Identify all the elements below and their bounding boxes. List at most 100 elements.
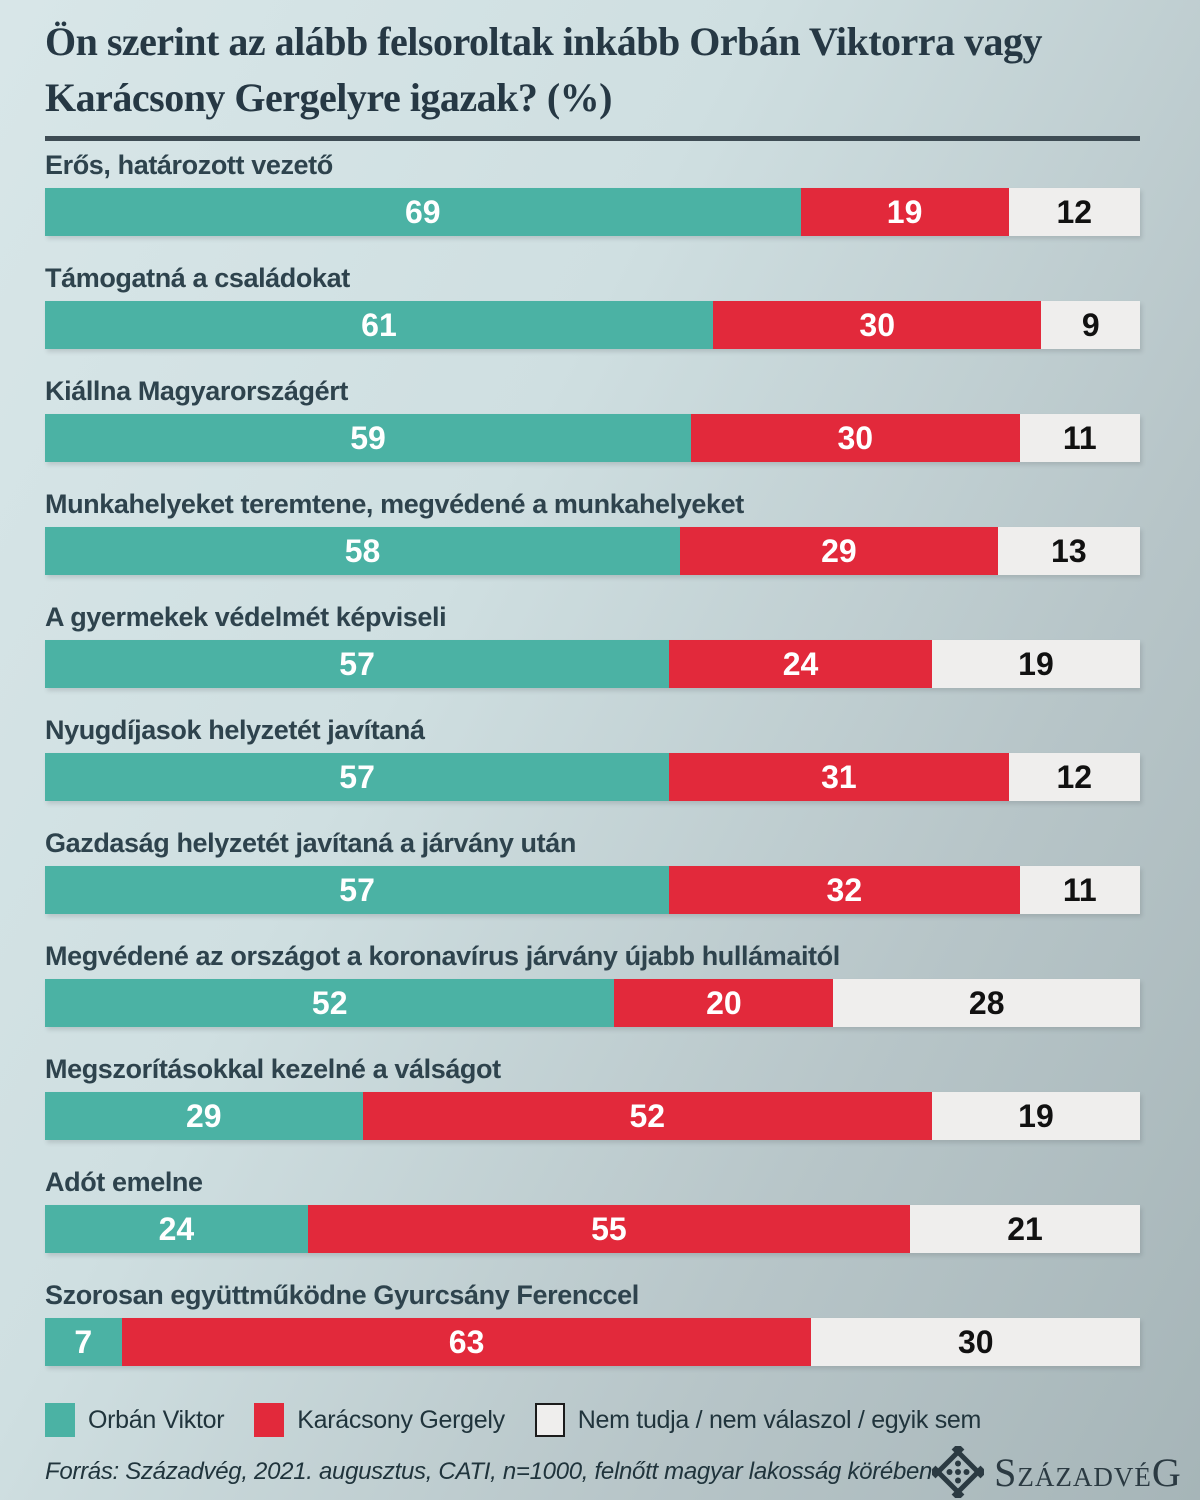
bar-segment-orban: 24 xyxy=(45,1205,308,1253)
category-label: A gyermekek védelmét képviseli xyxy=(45,602,447,632)
bar-segment-dontknow: 21 xyxy=(910,1205,1140,1253)
category-label: Gazdaság helyzetét javítaná a járvány ut… xyxy=(45,828,576,858)
stacked-bar: 69 19 12 xyxy=(45,188,1140,236)
bar-segment-dontknow: 12 xyxy=(1008,753,1140,801)
stacked-bar: 57 24 19 xyxy=(45,640,1140,688)
bar-segment-dontknow: 9 xyxy=(1041,301,1140,349)
legend-label-orban: Orbán Viktor xyxy=(88,1405,225,1434)
bar-segment-orban: 59 xyxy=(45,414,692,462)
segment-value: 57 xyxy=(339,758,375,795)
segment-value: 61 xyxy=(361,306,397,343)
segment-value: 9 xyxy=(1081,306,1100,343)
segment-value: 30 xyxy=(859,306,895,343)
bar-segment-karacsony: 29 xyxy=(680,527,998,575)
segment-value: 12 xyxy=(1056,758,1093,795)
bar-segment-orban: 69 xyxy=(45,188,801,236)
segment-value: 59 xyxy=(350,419,386,456)
legend-item-karacsony: Karácsony Gergely xyxy=(254,1403,505,1437)
segment-value: 32 xyxy=(826,871,863,908)
bar-row: Gazdaság helyzetét javítaná a járvány ut… xyxy=(45,825,1140,938)
stacked-bar: 29 52 19 xyxy=(45,1092,1140,1140)
bar-segment-dontknow: 28 xyxy=(833,979,1140,1027)
category-label: Szorosan együttműködne Gyurcsány Ferencc… xyxy=(45,1280,639,1310)
category-label: Támogatná a családokat xyxy=(45,263,350,293)
bar-segment-orban: 57 xyxy=(45,640,670,688)
segment-value: 24 xyxy=(782,645,819,682)
stacked-bar-chart: Erős, határozott vezető 69 19 12 Támogat… xyxy=(45,147,1140,1390)
bar-row: A gyermekek védelmét képviseli 57 24 19 xyxy=(45,599,1140,712)
bar-row: Támogatná a családokat 61 30 9 xyxy=(45,260,1140,373)
stacked-bar: 52 20 28 xyxy=(45,979,1140,1027)
bar-segment-orban: 57 xyxy=(45,753,670,801)
bar-segment-orban: 52 xyxy=(45,979,615,1027)
segment-value: 29 xyxy=(185,1097,222,1134)
segment-value: 7 xyxy=(74,1323,93,1360)
stacked-bar: 59 30 11 xyxy=(45,414,1140,462)
stacked-bar: 61 30 9 xyxy=(45,301,1140,349)
stacked-bar: 58 29 13 xyxy=(45,527,1140,575)
legend-item-orban: Orbán Viktor xyxy=(45,1403,225,1437)
bar-segment-orban: 58 xyxy=(45,527,681,575)
segment-value: 63 xyxy=(448,1323,485,1360)
bar-segment-dontknow: 11 xyxy=(1019,414,1140,462)
source-note: Forrás: Századvég, 2021. augusztus, CATI… xyxy=(45,1458,933,1485)
bar-segment-karacsony: 19 xyxy=(800,188,1009,236)
footer: Forrás: Századvég, 2021. augusztus, CATI… xyxy=(45,1446,1181,1498)
segment-value: 11 xyxy=(1062,419,1097,456)
bar-segment-orban: 61 xyxy=(45,301,713,349)
segment-value: 19 xyxy=(1018,645,1054,682)
bar-segment-karacsony: 31 xyxy=(669,753,1009,801)
bar-segment-dontknow: 11 xyxy=(1019,866,1140,914)
category-label: Megvédené az országot a koronavírus járv… xyxy=(45,941,840,971)
segment-value: 11 xyxy=(1062,871,1097,908)
segment-value: 57 xyxy=(339,645,375,682)
legend-swatch-orban-icon xyxy=(45,1403,75,1437)
segment-value: 21 xyxy=(1007,1210,1043,1247)
segment-value: 31 xyxy=(821,758,857,795)
bar-segment-karacsony: 30 xyxy=(691,414,1020,462)
page-title: Ön szerint az alább felsoroltak inkább O… xyxy=(45,19,1043,120)
bar-segment-orban: 57 xyxy=(45,866,670,914)
segment-value: 55 xyxy=(591,1210,627,1247)
legend-label-karacsony: Karácsony Gergely xyxy=(297,1405,505,1434)
title-divider xyxy=(45,136,1140,141)
bar-segment-orban: 7 xyxy=(45,1318,122,1366)
bar-row: Erős, határozott vezető 69 19 12 xyxy=(45,147,1140,260)
category-label: Adót emelne xyxy=(45,1167,203,1197)
segment-value: 30 xyxy=(837,419,874,456)
bar-row: Adót emelne 24 55 21 xyxy=(45,1164,1140,1277)
legend-label-dontknow: Nem tudja / nem válaszol / egyik sem xyxy=(577,1405,982,1434)
stacked-bar: 7 63 30 xyxy=(45,1318,1140,1366)
bar-segment-dontknow: 19 xyxy=(931,1092,1140,1140)
legend-swatch-karacsony-icon xyxy=(254,1403,285,1437)
bar-segment-orban: 29 xyxy=(45,1092,363,1140)
category-label: Nyugdíjasok helyzetét javítaná xyxy=(45,715,425,745)
legend: Orbán Viktor Karácsony Gergely Nem tudja… xyxy=(45,1400,1140,1440)
bar-segment-dontknow: 30 xyxy=(811,1318,1140,1366)
bar-segment-dontknow: 13 xyxy=(997,527,1140,575)
bar-row: Szorosan együttműködne Gyurcsány Ferencc… xyxy=(45,1277,1140,1390)
bar-segment-karacsony: 63 xyxy=(121,1318,812,1366)
bar-row: Megszorításokkal kezelné a válságot 29 5… xyxy=(45,1051,1140,1164)
bar-row: Megvédené az országot a koronavírus járv… xyxy=(45,938,1140,1051)
bar-row: Munkahelyeket teremtene, megvédené a mun… xyxy=(45,486,1140,599)
segment-value: 24 xyxy=(158,1210,195,1247)
bar-row: Nyugdíjasok helyzetét javítaná 57 31 12 xyxy=(45,712,1140,825)
bar-segment-dontknow: 12 xyxy=(1008,188,1140,236)
category-label: Megszorításokkal kezelné a válságot xyxy=(45,1054,501,1084)
logo-text: SZÁZADVÉG xyxy=(994,1449,1182,1495)
bar-segment-karacsony: 24 xyxy=(669,640,932,688)
diamond-icon xyxy=(932,1446,985,1498)
category-label: Erős, határozott vezető xyxy=(45,150,333,180)
stacked-bar: 24 55 21 xyxy=(45,1205,1140,1253)
stacked-bar: 57 32 11 xyxy=(45,866,1140,914)
stacked-bar: 57 31 12 xyxy=(45,753,1140,801)
category-label: Munkahelyeket teremtene, megvédené a mun… xyxy=(45,489,744,519)
bar-segment-karacsony: 55 xyxy=(307,1205,911,1253)
segment-value: 19 xyxy=(886,193,923,230)
segment-value: 29 xyxy=(821,532,857,569)
segment-value: 19 xyxy=(1018,1097,1054,1134)
szazadveg-logo: SZÁZADVÉG xyxy=(932,1446,1182,1498)
segment-value: 58 xyxy=(344,532,381,569)
